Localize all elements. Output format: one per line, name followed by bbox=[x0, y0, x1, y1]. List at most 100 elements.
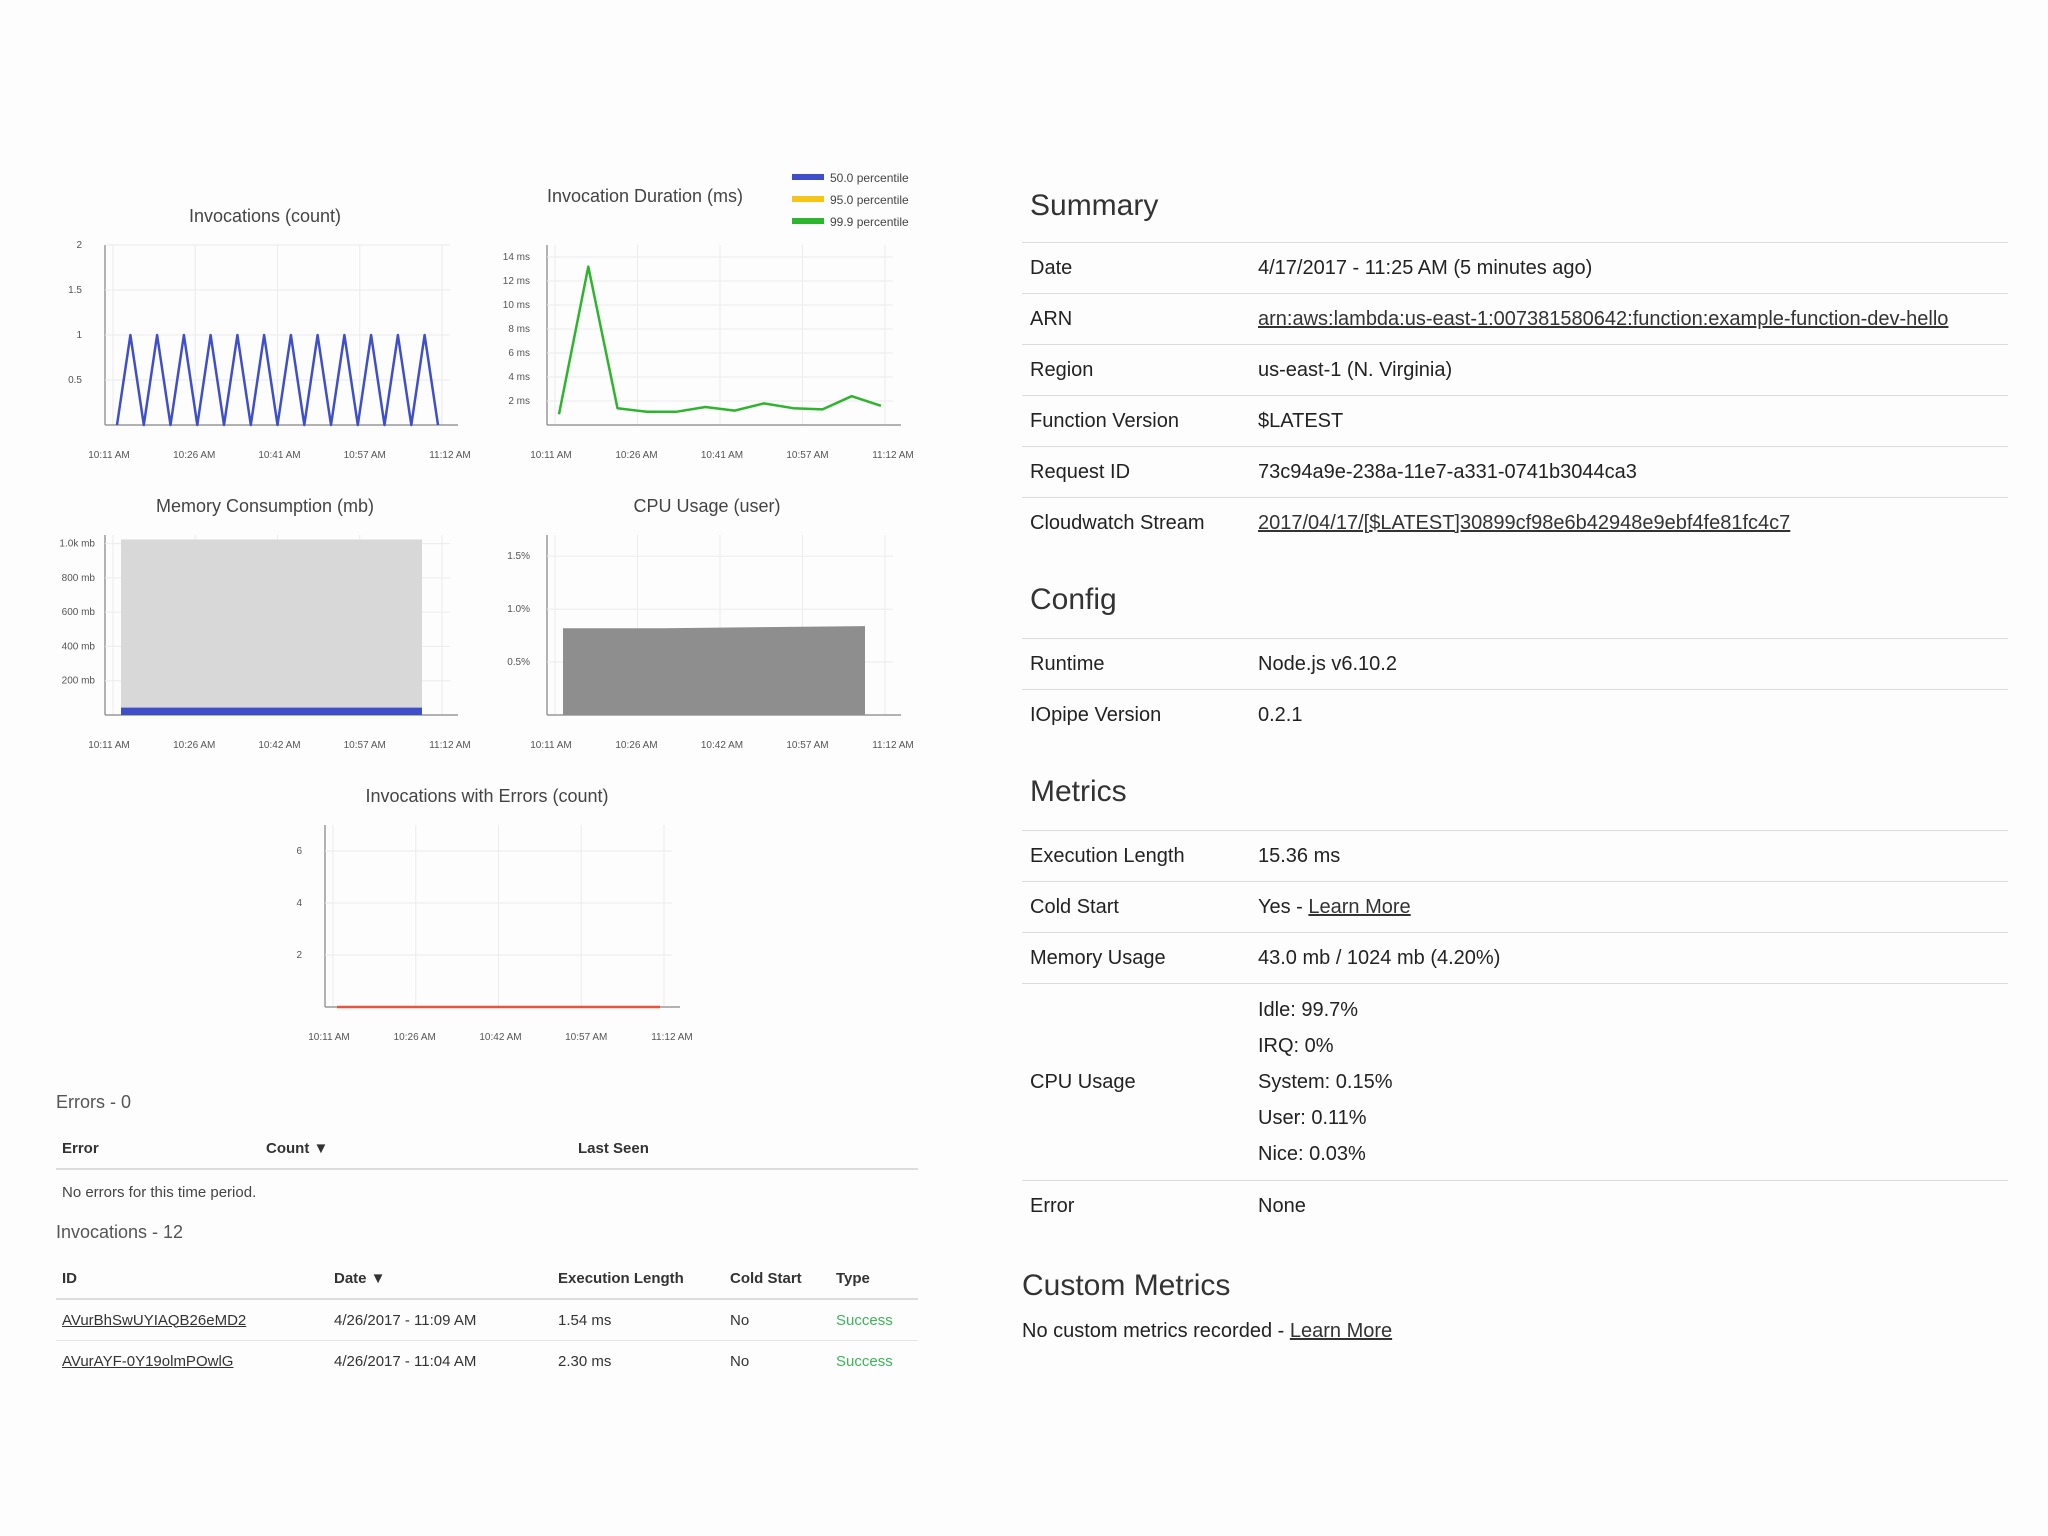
legend-label: 95.0 percentile bbox=[830, 193, 909, 207]
invocation-type: Success bbox=[830, 1299, 918, 1341]
config-heading: Config bbox=[1030, 583, 1117, 616]
chart-title: CPU Usage (user) bbox=[633, 496, 780, 516]
errors-col-error[interactable]: Error bbox=[56, 1128, 260, 1170]
chart-title: Invocations (count) bbox=[189, 206, 341, 226]
invocation-id-link[interactable]: AVurAYF-0Y19olmPOwlG bbox=[62, 1352, 234, 1370]
metrics-key: Error bbox=[1022, 1180, 1250, 1231]
metrics-value: 15.36 ms bbox=[1250, 830, 2008, 882]
y-tick-label: 2 bbox=[296, 950, 302, 961]
custom-metrics-note: No custom metrics recorded - Learn More bbox=[1022, 1320, 2008, 1343]
x-tick-label: 10:11 AM bbox=[88, 740, 130, 751]
x-tick-label: 11:12 AM bbox=[429, 740, 471, 751]
legend-swatch bbox=[792, 196, 824, 202]
config-value: Node.js v6.10.2 bbox=[1250, 638, 2008, 690]
y-tick-label: 12 ms bbox=[503, 276, 530, 287]
config-key: IOpipe Version bbox=[1022, 689, 1250, 740]
summary-key: Date bbox=[1022, 242, 1250, 294]
summary-row-function-version: Function Version $LATEST bbox=[1022, 395, 2008, 447]
invocation-date: 4/26/2017 - 11:04 AM bbox=[334, 1352, 477, 1370]
y-tick-label: 6 bbox=[296, 846, 302, 857]
y-tick-label: 6 ms bbox=[508, 348, 530, 359]
summary-key: Region bbox=[1022, 344, 1250, 396]
x-tick-label: 10:57 AM bbox=[565, 1032, 607, 1043]
config-key: Runtime bbox=[1022, 638, 1250, 690]
y-tick-label: 1.5% bbox=[507, 551, 530, 562]
errors-heading: Errors - 0 bbox=[56, 1092, 132, 1112]
inv-col-cold-start[interactable]: Cold Start bbox=[724, 1258, 830, 1300]
metrics-row-memory-usage: Memory Usage 43.0 mb / 1024 mb (4.20%) bbox=[1022, 932, 2008, 984]
x-tick-label: 10:26 AM bbox=[173, 740, 215, 751]
x-tick-label: 11:12 AM bbox=[872, 740, 914, 751]
y-tick-label: 1.0k mb bbox=[59, 539, 95, 550]
summary-row-date: Date 4/17/2017 - 11:25 AM (5 minutes ago… bbox=[1022, 242, 2008, 294]
summary-row-cloudwatch: Cloudwatch Stream 2017/04/17/[$LATEST]30… bbox=[1022, 497, 2008, 548]
x-tick-label: 10:26 AM bbox=[615, 450, 657, 461]
y-tick-label: 4 ms bbox=[508, 372, 530, 383]
x-tick-label: 10:57 AM bbox=[344, 450, 386, 461]
summary-key: Function Version bbox=[1022, 395, 1250, 447]
config-section: Config Runtime Node.js v6.10.2 IOpipe Ve… bbox=[1022, 580, 2008, 740]
arn-link[interactable]: arn:aws:lambda:us-east-1:007381580642:fu… bbox=[1258, 307, 1949, 330]
cold-start-learn-more-link[interactable]: Learn More bbox=[1308, 895, 1411, 918]
invocation-date: 4/26/2017 - 11:09 AM bbox=[328, 1299, 552, 1341]
inv-col-date[interactable]: Date ▼ bbox=[328, 1258, 552, 1300]
cloudwatch-stream-link[interactable]: 2017/04/17/[$LATEST]30899cf98e6b42948e9e… bbox=[1258, 511, 1791, 534]
invocation-cold-start: No bbox=[730, 1352, 750, 1370]
x-tick-label: 10:41 AM bbox=[701, 450, 743, 461]
invocations-heading: Invocations - 12 bbox=[56, 1222, 184, 1242]
x-tick-label: 10:57 AM bbox=[344, 740, 386, 751]
config-row-iopipe-version: IOpipe Version 0.2.1 bbox=[1022, 689, 2008, 740]
inv-col-type[interactable]: Type bbox=[830, 1258, 918, 1300]
invocation-cold-start: No bbox=[724, 1299, 830, 1341]
summary-row-request-id: Request ID 73c94a9e-238a-11e7-a331-0741b… bbox=[1022, 446, 2008, 498]
metrics-key: CPU Usage bbox=[1022, 983, 1250, 1181]
y-tick-label: 800 mb bbox=[62, 573, 96, 584]
invocation-length: 2.30 ms bbox=[558, 1352, 612, 1370]
config-row-runtime: Runtime Node.js v6.10.2 bbox=[1022, 638, 2008, 690]
summary-table: Date 4/17/2017 - 11:25 AM (5 minutes ago… bbox=[1022, 242, 2008, 548]
errors-empty-message: No errors for this time period. bbox=[62, 1183, 257, 1201]
metrics-heading: Metrics bbox=[1030, 775, 1127, 808]
series-line bbox=[115, 333, 440, 427]
summary-key: Request ID bbox=[1022, 446, 1250, 498]
cold-start-value: Yes - bbox=[1258, 895, 1309, 918]
cpu-usage-values: Idle: 99.7% IRQ: 0% System: 0.15% User: … bbox=[1250, 983, 2008, 1181]
cpu-irq: IRQ: 0% bbox=[1258, 1035, 1334, 1057]
invocations-table: ID Date ▼ Execution Length Cold Start Ty… bbox=[56, 1258, 918, 1381]
x-tick-label: 10:42 AM bbox=[701, 740, 743, 751]
x-tick-label: 10:42 AM bbox=[479, 1032, 521, 1043]
x-tick-label: 10:26 AM bbox=[173, 450, 215, 461]
chart-title: Memory Consumption (mb) bbox=[156, 496, 374, 516]
table-row[interactable]: AVurAYF-0Y19olmPOwlG 4/26/2017 - 11:04 A… bbox=[56, 1341, 918, 1382]
area-used bbox=[121, 707, 422, 715]
y-tick-label: 1.5 bbox=[68, 285, 82, 296]
invocation-length: 1.54 ms bbox=[552, 1299, 724, 1341]
cpu-idle: Idle: 99.7% bbox=[1258, 999, 1359, 1021]
summary-row-region: Region us-east-1 (N. Virginia) bbox=[1022, 344, 2008, 396]
summary-value: 4/17/2017 - 11:25 AM (5 minutes ago) bbox=[1250, 242, 2008, 294]
chart-title: Invocations with Errors (count) bbox=[365, 786, 608, 806]
custom-metrics-learn-more-link[interactable]: Learn More bbox=[1289, 1320, 1393, 1342]
inv-col-id[interactable]: ID bbox=[56, 1258, 328, 1300]
y-tick-label: 2 bbox=[76, 240, 82, 251]
metrics-value: None bbox=[1250, 1180, 2008, 1231]
metrics-table: Execution Length 15.36 ms Cold Start Yes… bbox=[1022, 830, 2008, 1231]
y-tick-label: 4 bbox=[296, 898, 302, 909]
area-fill bbox=[121, 539, 422, 715]
y-tick-label: 600 mb bbox=[62, 607, 96, 618]
x-tick-label: 10:57 AM bbox=[786, 740, 828, 751]
summary-value: us-east-1 (N. Virginia) bbox=[1250, 344, 2008, 396]
cpu-system: System: 0.15% bbox=[1258, 1071, 1393, 1093]
x-tick-label: 10:11 AM bbox=[88, 450, 130, 461]
x-tick-label: 10:41 AM bbox=[258, 450, 300, 461]
invocation-id-link[interactable]: AVurBhSwUYIAQB26eMD2 bbox=[62, 1311, 247, 1329]
summary-value: 73c94a9e-238a-11e7-a331-0741b3044ca3 bbox=[1250, 446, 2008, 498]
config-value: 0.2.1 bbox=[1250, 689, 2008, 740]
x-tick-label: 10:11 AM bbox=[308, 1032, 350, 1043]
errors-col-count[interactable]: Count ▼ bbox=[260, 1128, 572, 1170]
legend-label: 99.9 percentile bbox=[830, 215, 909, 229]
inv-col-length[interactable]: Execution Length bbox=[552, 1258, 724, 1300]
table-row[interactable]: AVurBhSwUYIAQB26eMD2 4/26/2017 - 11:09 A… bbox=[56, 1299, 918, 1341]
y-tick-label: 2 ms bbox=[508, 396, 530, 407]
errors-col-last-seen[interactable]: Last Seen bbox=[572, 1128, 918, 1170]
